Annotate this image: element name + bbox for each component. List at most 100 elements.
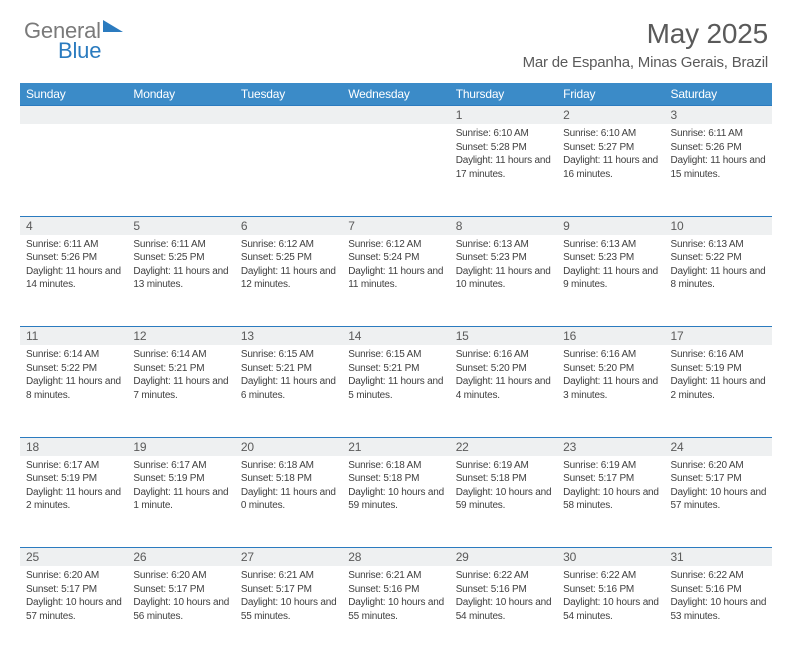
sunrise-text: Sunrise: 6:17 AM — [133, 459, 230, 473]
day-info-cell: Sunrise: 6:13 AMSunset: 5:23 PMDaylight:… — [450, 235, 557, 327]
daylight-text: Daylight: 11 hours and 15 minutes. — [671, 154, 768, 181]
day-info-cell: Sunrise: 6:22 AMSunset: 5:16 PMDaylight:… — [450, 566, 557, 658]
daylight-text: Daylight: 11 hours and 8 minutes. — [26, 375, 123, 402]
sunrise-text: Sunrise: 6:13 AM — [456, 238, 553, 252]
sunset-text: Sunset: 5:19 PM — [133, 472, 230, 486]
info-row: Sunrise: 6:20 AM Sunset: 5:17 PM Daylight:… — [20, 566, 772, 658]
day-number-cell: 17 — [665, 327, 772, 346]
day-info-cell: Sunrise: 6:11 AMSunset: 5:26 PMDaylight:… — [20, 235, 127, 327]
day-info-cell: Sunrise: 6:22 AMSunset: 5:16 PMDaylight:… — [665, 566, 772, 658]
sunrise-text: Sunrise: 6:16 AM — [563, 348, 660, 362]
info-row: Sunrise: 6:14 AMSunset: 5:22 PMDaylight:… — [20, 345, 772, 437]
day-header-row: SundayMondayTuesdayWednesdayThursdayFrid… — [20, 83, 772, 106]
day-info-cell: Sunrise: 6:20 AMSunset: 5:17 PMDaylight:… — [20, 566, 127, 658]
day-info-cell: Sunrise: 6:21 AMSunset: 5:16 PMDaylight:… — [342, 566, 449, 658]
daylight-text: Daylight: 11 hours and 4 minutes. — [456, 375, 553, 402]
sunset-text: Sunset: 5:18 PM — [456, 472, 553, 486]
day-number-cell — [20, 106, 127, 125]
sunrise-text: Sunrise: 6:12 AM — [241, 238, 338, 252]
sunset-text: Sunset: 5:28 PM — [456, 141, 553, 155]
day-number-cell — [127, 106, 234, 125]
day-header: Saturday — [665, 83, 772, 106]
sunrise-text: Sunrise: 6:20 AM — [133, 569, 230, 583]
day-number-cell: 23 — [557, 437, 664, 456]
sunrise-text: Sunrise: 6:10 AM — [563, 127, 660, 141]
sunset-text: Sunset: 5:25 PM — [133, 251, 230, 265]
day-info-cell: Sunrise: 6:18 AMSunset: 5:18 PMDaylight:… — [235, 456, 342, 548]
day-info-cell: Sunrise: 6:12 AMSunset: 5:24 PMDaylight:… — [342, 235, 449, 327]
sunrise-text: Sunrise: 6:11 AM — [26, 238, 123, 252]
sunset-text: Sunset: 5:21 PM — [348, 362, 445, 376]
day-number-cell: 20 — [235, 437, 342, 456]
sunrise-text: Sunrise: 6:11 AM — [671, 127, 768, 141]
sunset-text: Sunset: 5:23 PM — [456, 251, 553, 265]
sunrise-text: Sunrise: 6:15 AM — [241, 348, 338, 362]
header: GeneralBlue May 2025 Mar de Espanha, Min… — [0, 0, 792, 75]
day-info-cell: Sunrise: 6:19 AMSunset: 5:18 PMDaylight:… — [450, 456, 557, 548]
sunset-text: Sunset: 5:20 PM — [563, 362, 660, 376]
daylight-text: Daylight: 11 hours and 16 minutes. — [563, 154, 660, 181]
day-number-cell: 24 — [665, 437, 772, 456]
sunrise-text: Sunrise: 6:20 AM — [671, 459, 768, 473]
day-number-cell: 14 — [342, 327, 449, 346]
day-number-cell — [342, 106, 449, 125]
daylight-text: Daylight: 11 hours and 8 minutes. — [671, 265, 768, 292]
sunrise-text: Sunrise: 6:15 AM — [348, 348, 445, 362]
sunrise-text: Sunrise: 6:22 AM — [671, 569, 768, 583]
day-number-cell: 10 — [665, 216, 772, 235]
daylight-text: Daylight: 11 hours and 9 minutes. — [563, 265, 660, 292]
day-number-cell: 7 — [342, 216, 449, 235]
day-number-cell: 30 — [557, 548, 664, 567]
daylight-text: Daylight: 11 hours and 7 minutes. — [133, 375, 230, 402]
day-number-cell: 9 — [557, 216, 664, 235]
day-header: Thursday — [450, 83, 557, 106]
day-number-cell: 5 — [127, 216, 234, 235]
daylight-text: Daylight: 11 hours and 2 minutes. — [26, 486, 123, 513]
day-number-cell: 21 — [342, 437, 449, 456]
info-row: Sunrise: 6:17 AMSunset: 5:19 PMDaylight:… — [20, 456, 772, 548]
title-block: May 2025 Mar de Espanha, Minas Gerais, B… — [523, 18, 768, 71]
day-number-cell: 15 — [450, 327, 557, 346]
day-number-cell: 8 — [450, 216, 557, 235]
sunset-text: Sunset: 5:16 PM — [671, 583, 768, 597]
day-info-cell: Sunrise: 6:13 AMSunset: 5:22 PMDaylight:… — [665, 235, 772, 327]
info-row: Sunrise: 6:11 AMSunset: 5:26 PM Daylight:… — [20, 235, 772, 327]
daylight-text: Daylight: 10 hours and 59 minutes. — [348, 486, 445, 513]
sunrise-text: Sunrise: 6:16 AM — [671, 348, 768, 362]
daynum-row: 123 — [20, 106, 772, 125]
sunrise-text: Sunrise: 6:14 AM — [26, 348, 123, 362]
day-number-cell: 18 — [20, 437, 127, 456]
sunset-text: Sunset: 5:21 PM — [241, 362, 338, 376]
day-number-cell: 25 — [20, 548, 127, 567]
day-info-cell: Sunrise: 6:11 AMSunset: 5:25 PMDaylight:… — [127, 235, 234, 327]
day-info-cell: Sunrise: 6:17 AMSunset: 5:19 PMDaylight:… — [127, 456, 234, 548]
day-number-cell: 4 — [20, 216, 127, 235]
sunset-text: Sunset: 5:17 PM — [241, 583, 338, 597]
daylight-text: Daylight: 10 hours and 55 minutes. — [348, 596, 445, 623]
sunrise-text: Sunrise: 6:18 AM — [348, 459, 445, 473]
sunrise-text: Sunrise: 6:12 AM — [348, 238, 445, 252]
daylight-text: Daylight: 10 hours and 54 minutes. — [456, 596, 553, 623]
daylight-text: Daylight: 10 hours and 57 minutes. — [671, 486, 768, 513]
sunrise-text: Sunrise: 6:13 AM — [671, 238, 768, 252]
daylight-text: Daylight: 11 hours and 13 minutes. — [133, 265, 230, 292]
day-header: Friday — [557, 83, 664, 106]
sunrise-text: Sunrise: 6:16 AM — [456, 348, 553, 362]
daylight-text: Daylight: 11 hours and 1 minute. — [133, 486, 230, 513]
daynum-row: 25262728293031 — [20, 548, 772, 567]
daylight-text: Daylight: 11 hours and 2 minutes. — [671, 375, 768, 402]
sunset-text: Sunset: 5:21 PM — [133, 362, 230, 376]
day-number-cell: 22 — [450, 437, 557, 456]
sunset-text: Sunset: 5:17 PM — [26, 583, 123, 597]
day-info-cell: Sunrise: 6:13 AMSunset: 5:23 PMDaylight:… — [557, 235, 664, 327]
day-info-cell: Sunrise: 6:22 AMSunset: 5:16 PMDaylight:… — [557, 566, 664, 658]
day-info-cell: Sunrise: 6:14 AMSunset: 5:21 PMDaylight:… — [127, 345, 234, 437]
day-info-cell — [342, 124, 449, 216]
daylight-text: Daylight: 11 hours and 0 minutes. — [241, 486, 338, 513]
sunrise-text: Sunrise: 6:13 AM — [563, 238, 660, 252]
sunset-text: Sunset: 5:26 PM — [26, 251, 123, 265]
day-header: Wednesday — [342, 83, 449, 106]
day-info-cell: Sunrise: 6:10 AMSunset: 5:28 PMDaylight:… — [450, 124, 557, 216]
day-info-cell — [20, 124, 127, 216]
sunset-text: Sunset: 5:19 PM — [26, 472, 123, 486]
